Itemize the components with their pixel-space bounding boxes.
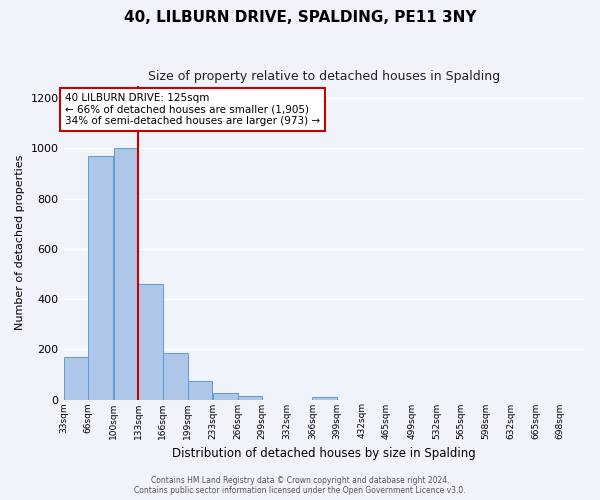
Bar: [113, 148, 138, 400]
Y-axis label: Number of detached properties: Number of detached properties: [15, 155, 25, 330]
Bar: [163, 353, 188, 400]
Text: 40 LILBURN DRIVE: 125sqm
← 66% of detached houses are smaller (1,905)
34% of sem: 40 LILBURN DRIVE: 125sqm ← 66% of detach…: [65, 93, 320, 126]
Text: 40, LILBURN DRIVE, SPALDING, PE11 3NY: 40, LILBURN DRIVE, SPALDING, PE11 3NY: [124, 10, 476, 25]
Bar: [64, 357, 88, 400]
Bar: [138, 284, 163, 400]
Text: Contains HM Land Registry data © Crown copyright and database right 2024.
Contai: Contains HM Land Registry data © Crown c…: [134, 476, 466, 495]
Title: Size of property relative to detached houses in Spalding: Size of property relative to detached ho…: [148, 70, 500, 83]
X-axis label: Distribution of detached houses by size in Spalding: Distribution of detached houses by size …: [172, 447, 476, 460]
Bar: [313, 397, 337, 400]
Bar: [88, 156, 113, 400]
Bar: [188, 380, 212, 400]
Bar: [213, 393, 238, 400]
Bar: [238, 396, 262, 400]
